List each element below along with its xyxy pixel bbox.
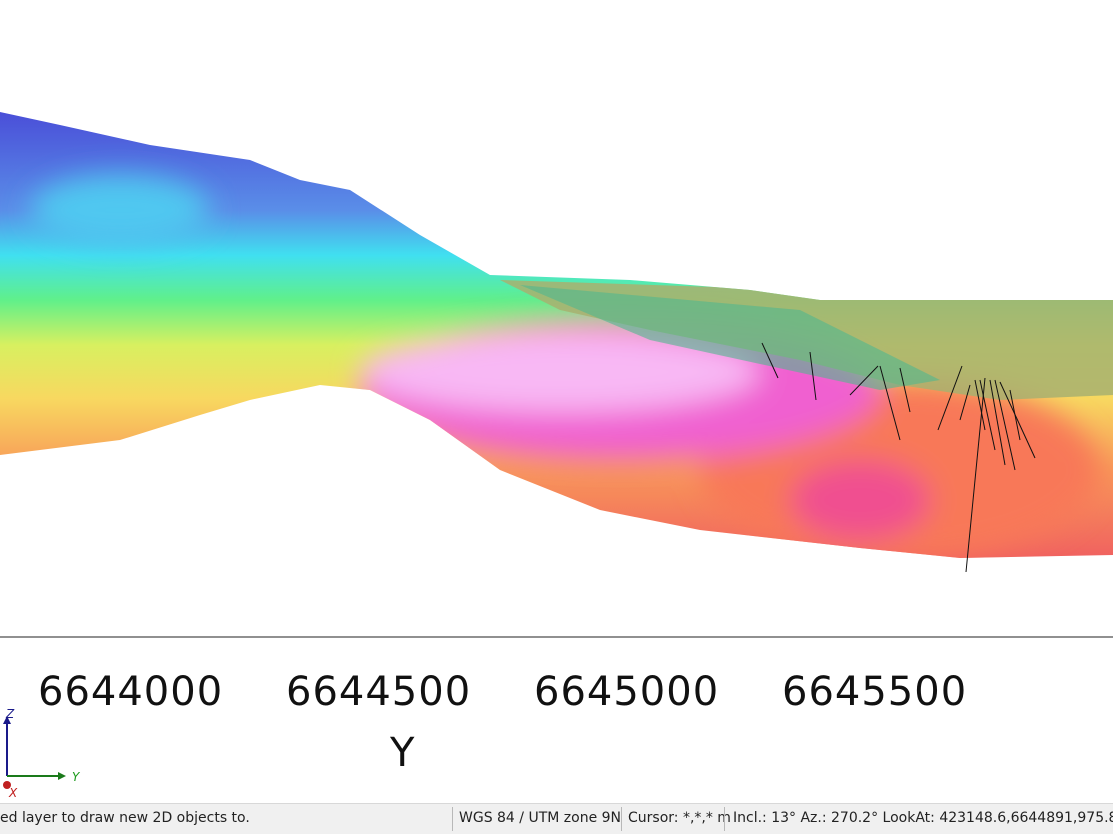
separator [452, 807, 453, 831]
axis-tick-label: 6645500 [782, 669, 967, 715]
drill-holes [761, 342, 1036, 573]
status-cursor: Cursor: *,*,* m [628, 810, 731, 826]
status-view: Incl.: 13° Az.: 270.2° LookAt: 423148.6,… [733, 810, 1113, 826]
block-model [0, 112, 1113, 558]
axis-tick-label: 6644000 [38, 669, 223, 715]
triad-label: Z [5, 707, 15, 721]
3d-viewport[interactable]: 6644000 6644500 6645000 6645500 Y Z Y X [0, 0, 1113, 803]
status-message: ed layer to draw new 2D objects to. [0, 810, 250, 826]
separator [724, 807, 725, 831]
separator [621, 807, 622, 831]
status-bar: ed layer to draw new 2D objects to. WGS … [0, 803, 1113, 834]
axis-tick-label: 6644500 [286, 669, 471, 715]
triad-label: X [8, 786, 18, 800]
axis-triad: Z Y X [3, 707, 81, 800]
triad-label: Y [72, 770, 81, 784]
axis-tick-label: 6645000 [534, 669, 719, 715]
axis-title: Y [389, 730, 415, 776]
status-crs: WGS 84 / UTM zone 9N [459, 810, 622, 826]
